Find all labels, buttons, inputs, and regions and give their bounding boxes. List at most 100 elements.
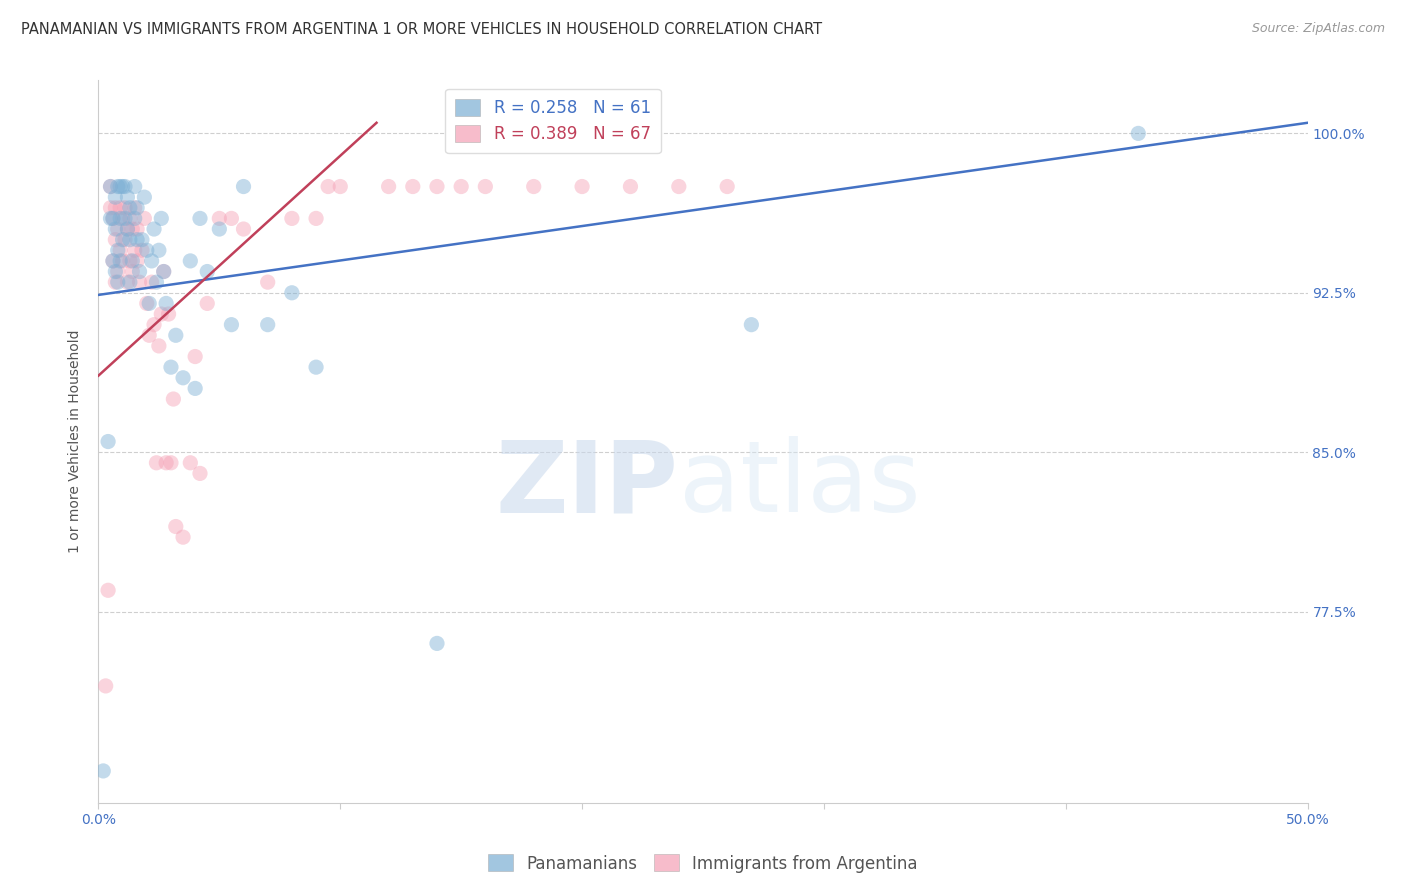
Point — [101, 211, 124, 226]
Point — [101, 211, 124, 226]
Point — [523, 179, 546, 194]
Point — [118, 201, 141, 215]
Point — [155, 456, 177, 470]
Point — [118, 275, 141, 289]
Point — [104, 190, 127, 204]
Point — [141, 254, 163, 268]
Point — [118, 211, 141, 226]
Point — [107, 179, 129, 194]
Point — [108, 244, 131, 258]
Point — [114, 211, 136, 226]
Legend: Panamanians, Immigrants from Argentina: Panamanians, Immigrants from Argentina — [481, 847, 925, 880]
Y-axis label: 1 or more Vehicles in Household: 1 or more Vehicles in Household — [69, 330, 83, 553]
Point — [141, 275, 163, 289]
Point — [117, 222, 139, 236]
Point — [316, 179, 339, 194]
Point — [135, 296, 157, 310]
Point — [152, 264, 174, 278]
Point — [232, 179, 254, 194]
Point — [114, 201, 136, 215]
Point — [111, 211, 134, 226]
Point — [329, 179, 352, 194]
Point — [162, 392, 184, 406]
Point — [155, 296, 177, 310]
Point — [160, 360, 183, 375]
Point — [188, 467, 211, 481]
Point — [100, 179, 122, 194]
Text: Source: ZipAtlas.com: Source: ZipAtlas.com — [1251, 22, 1385, 36]
Point — [104, 275, 127, 289]
Point — [716, 179, 738, 194]
Point — [101, 254, 124, 268]
Point — [91, 764, 114, 778]
Point — [571, 179, 593, 194]
Point — [134, 190, 156, 204]
Point — [221, 211, 243, 226]
Point — [740, 318, 762, 332]
Point — [107, 244, 129, 258]
Point — [150, 307, 173, 321]
Point — [117, 275, 139, 289]
Point — [165, 328, 187, 343]
Point — [221, 318, 243, 332]
Point — [131, 244, 153, 258]
Point — [160, 456, 183, 470]
Point — [305, 211, 328, 226]
Point — [111, 179, 134, 194]
Point — [100, 179, 122, 194]
Point — [150, 211, 173, 226]
Point — [114, 233, 136, 247]
Point — [426, 179, 449, 194]
Point — [111, 233, 134, 247]
Point — [131, 233, 153, 247]
Point — [138, 296, 160, 310]
Point — [143, 222, 166, 236]
Point — [97, 434, 120, 449]
Point — [121, 264, 143, 278]
Point — [208, 222, 231, 236]
Point — [619, 179, 641, 194]
Point — [107, 222, 129, 236]
Point — [104, 222, 127, 236]
Point — [138, 328, 160, 343]
Point — [281, 211, 304, 226]
Point — [107, 264, 129, 278]
Point — [100, 211, 122, 226]
Point — [256, 275, 278, 289]
Point — [124, 201, 146, 215]
Point — [94, 679, 117, 693]
Point — [108, 179, 131, 194]
Point — [152, 264, 174, 278]
Point — [127, 222, 149, 236]
Point — [104, 264, 127, 278]
Point — [179, 254, 201, 268]
Point — [426, 636, 449, 650]
Point — [281, 285, 304, 300]
Point — [97, 583, 120, 598]
Point — [108, 211, 131, 226]
Point — [100, 201, 122, 215]
Point — [157, 307, 180, 321]
Point — [127, 254, 149, 268]
Point — [135, 244, 157, 258]
Point — [121, 222, 143, 236]
Point — [184, 381, 207, 395]
Point — [111, 254, 134, 268]
Point — [108, 201, 131, 215]
Point — [195, 264, 218, 278]
Point — [450, 179, 472, 194]
Point — [117, 190, 139, 204]
Point — [232, 222, 254, 236]
Point — [101, 254, 124, 268]
Point — [114, 179, 136, 194]
Point — [145, 456, 167, 470]
Point — [148, 244, 170, 258]
Point — [107, 275, 129, 289]
Point — [305, 360, 328, 375]
Point — [172, 530, 194, 544]
Text: PANAMANIAN VS IMMIGRANTS FROM ARGENTINA 1 OR MORE VEHICLES IN HOUSEHOLD CORRELAT: PANAMANIAN VS IMMIGRANTS FROM ARGENTINA … — [21, 22, 823, 37]
Point — [377, 179, 399, 194]
Point — [118, 254, 141, 268]
Point — [117, 222, 139, 236]
Point — [104, 201, 127, 215]
